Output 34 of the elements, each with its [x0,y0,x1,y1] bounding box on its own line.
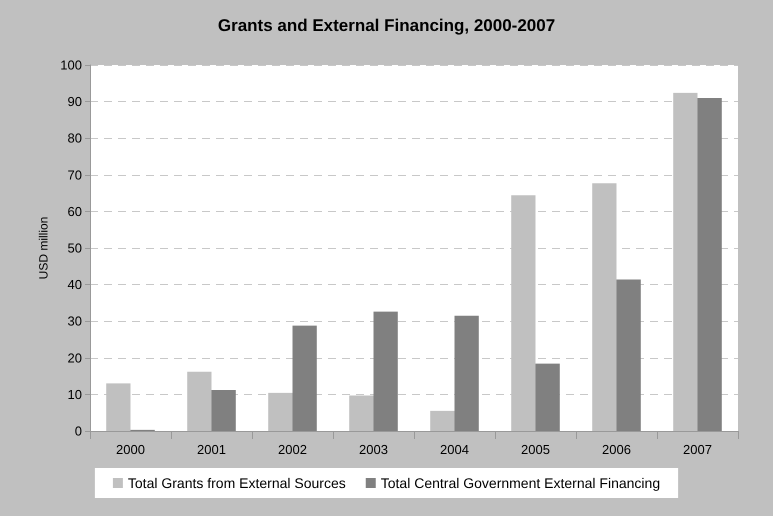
y-tick-label: 40 [68,277,82,292]
bar [616,279,641,431]
bar [430,410,454,431]
x-tick-label: 2001 [197,442,226,457]
bar [454,316,479,431]
y-tick-label: 10 [68,386,82,402]
bar [698,98,722,431]
y-tick-label: 80 [68,130,82,146]
bar [374,312,398,431]
y-tick-label: 30 [68,314,82,329]
y-tick-label: 100 [60,58,82,72]
x-tick-label: 2006 [602,442,631,457]
bar [187,372,212,431]
x-tick-label: 2000 [116,442,145,457]
x-tick-label: 2003 [359,442,388,457]
x-tick-label: 2007 [683,442,712,457]
y-tick-label: 20 [68,350,82,366]
bar [268,392,292,431]
x-tick-label: 2004 [440,442,469,457]
y-tick-label: 70 [68,167,82,182]
y-tick-label: 90 [68,94,82,110]
y-tick-label: 0 [74,424,82,438]
bar [292,326,317,431]
legend-label: Total Central Government External Financing [380,475,660,491]
chart-title: Grants and External Financing, 2000-2007 [218,16,556,35]
bar [536,364,560,431]
bar [212,390,236,431]
legend-label: Total Grants from External Sources [128,475,346,491]
x-tick-label: 2005 [521,442,550,457]
y-axis-title: USD million [36,216,50,280]
bar [592,183,616,431]
x-tick-label: 2002 [278,442,307,457]
y-tick-label: 60 [68,204,82,219]
y-tick-label: 50 [68,240,82,256]
